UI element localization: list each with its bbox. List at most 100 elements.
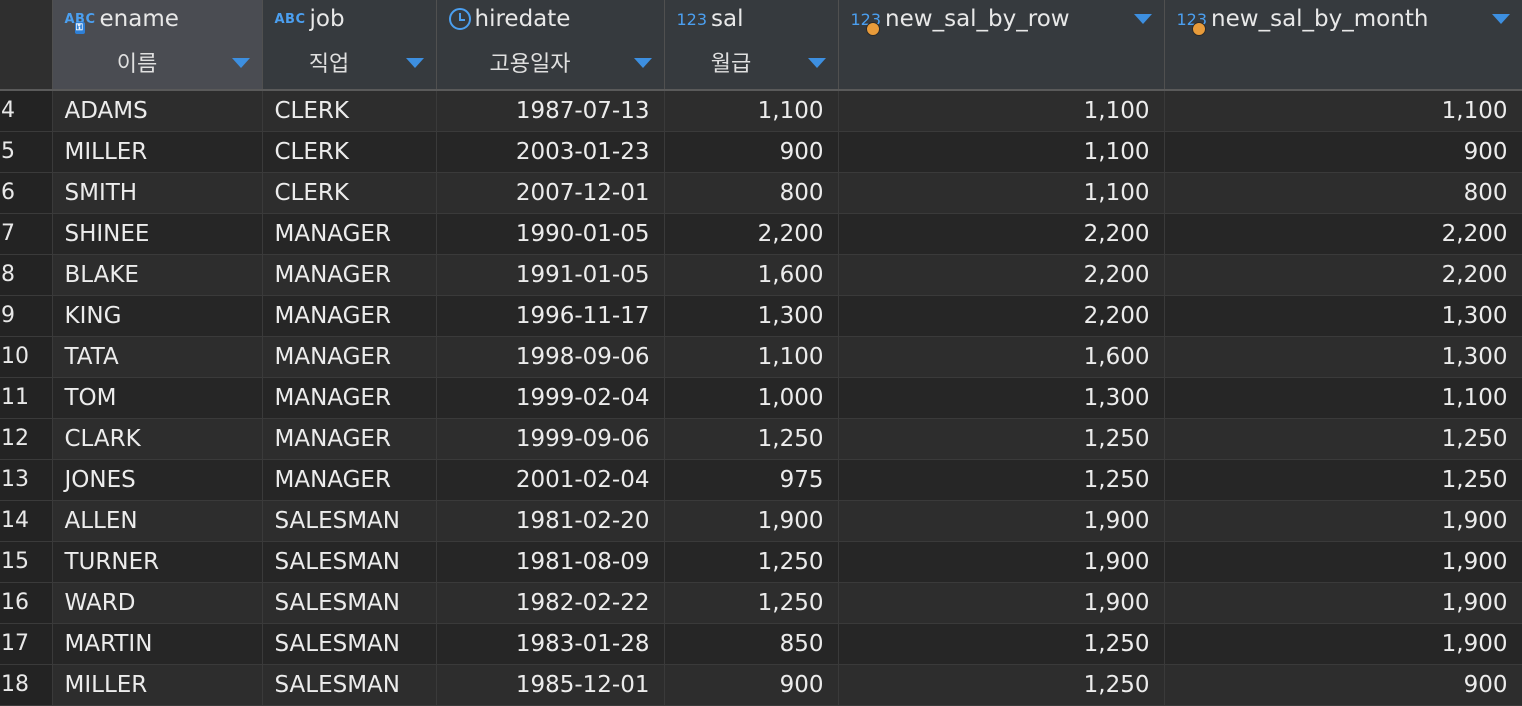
cell-sal[interactable]: 1,300 [664, 295, 839, 337]
cell-new-sal-by-row[interactable]: 1,900 [838, 500, 1165, 542]
cell-job[interactable]: MANAGER [262, 377, 437, 419]
table-row[interactable]: 9 KING MANAGER 1996-11-17 1,300 2,200 1,300 [0, 295, 1522, 337]
cell-job[interactable]: MANAGER [262, 418, 437, 460]
row-number-cell[interactable]: 9 [0, 295, 53, 337]
row-number-cell[interactable]: 15 [0, 541, 53, 583]
cell-sal[interactable]: 1,250 [664, 582, 839, 624]
cell-sal[interactable]: 1,100 [664, 90, 839, 132]
cell-new-sal-by-month[interactable]: 1,100 [1164, 377, 1522, 419]
row-number-cell[interactable]: 10 [0, 336, 53, 378]
row-number-cell[interactable]: 8 [0, 254, 53, 296]
table-row[interactable]: 6 SMITH CLERK 2007-12-01 800 1,100 800 [0, 172, 1522, 214]
table-row[interactable]: 13 JONES MANAGER 2001-02-04 975 1,250 1,250 [0, 459, 1522, 501]
cell-ename[interactable]: ALLEN [52, 500, 263, 542]
cell-hiredate[interactable]: 1998-09-06 [436, 336, 665, 378]
cell-new-sal-by-row[interactable]: 2,200 [838, 295, 1165, 337]
cell-new-sal-by-month[interactable]: 2,200 [1164, 254, 1522, 296]
cell-ename[interactable]: MILLER [52, 131, 263, 173]
cell-hiredate[interactable]: 2003-01-23 [436, 131, 665, 173]
cell-new-sal-by-row[interactable]: 1,250 [838, 664, 1165, 706]
cell-ename[interactable]: WARD [52, 582, 263, 624]
cell-new-sal-by-month[interactable]: 1,250 [1164, 418, 1522, 460]
table-row[interactable]: 16 WARD SALESMAN 1982-02-22 1,250 1,900 1,900 [0, 582, 1522, 624]
cell-hiredate[interactable]: 1999-09-06 [436, 418, 665, 460]
row-number-cell[interactable]: 16 [0, 582, 53, 624]
cell-new-sal-by-month[interactable]: 1,300 [1164, 336, 1522, 378]
table-row[interactable]: 14 ALLEN SALESMAN 1981-02-20 1,900 1,900 1,900 [0, 500, 1522, 542]
cell-new-sal-by-row[interactable]: 1,250 [838, 459, 1165, 501]
sort-dropdown-icon[interactable] [807, 58, 826, 68]
column-header-job[interactable]: ABC job 직업 [262, 0, 437, 91]
cell-new-sal-by-row[interactable]: 2,200 [838, 213, 1165, 255]
cell-ename[interactable]: MILLER [52, 664, 263, 706]
column-header-ename[interactable]: ABC ⚿ ename 이름 [52, 0, 263, 91]
cell-job[interactable]: MANAGER [262, 295, 437, 337]
cell-sal[interactable]: 1,600 [664, 254, 839, 296]
cell-sal[interactable]: 1,250 [664, 418, 839, 460]
cell-ename[interactable]: JONES [52, 459, 263, 501]
row-number-cell[interactable]: 18 [0, 664, 53, 706]
cell-ename[interactable]: BLAKE [52, 254, 263, 296]
cell-new-sal-by-month[interactable]: 900 [1164, 664, 1522, 706]
row-number-cell[interactable]: 12 [0, 418, 53, 460]
table-row[interactable]: 11 TOM MANAGER 1999-02-04 1,000 1,300 1,100 [0, 377, 1522, 419]
cell-job[interactable]: CLERK [262, 90, 437, 132]
table-row[interactable]: 18 MILLER SALESMAN 1985-12-01 900 1,250 900 [0, 664, 1522, 706]
cell-sal[interactable]: 2,200 [664, 213, 839, 255]
row-number-cell[interactable]: 4 [0, 90, 53, 132]
cell-ename[interactable]: TURNER [52, 541, 263, 583]
table-row[interactable]: 17 MARTIN SALESMAN 1983-01-28 850 1,250 1,900 [0, 623, 1522, 665]
cell-job[interactable]: MANAGER [262, 336, 437, 378]
cell-sal[interactable]: 900 [664, 664, 839, 706]
cell-ename[interactable]: KING [52, 295, 263, 337]
cell-job[interactable]: SALESMAN [262, 582, 437, 624]
row-number-cell[interactable]: 14 [0, 500, 53, 542]
sort-dropdown-icon[interactable] [231, 58, 250, 68]
cell-job[interactable]: MANAGER [262, 213, 437, 255]
cell-new-sal-by-month[interactable]: 1,900 [1164, 582, 1522, 624]
cell-sal[interactable]: 900 [664, 131, 839, 173]
cell-new-sal-by-month[interactable]: 1,900 [1164, 541, 1522, 583]
cell-hiredate[interactable]: 1981-08-09 [436, 541, 665, 583]
table-row[interactable]: 4 ADAMS CLERK 1987-07-13 1,100 1,100 1,100 [0, 90, 1522, 132]
cell-new-sal-by-month[interactable]: 800 [1164, 172, 1522, 214]
row-number-cell[interactable]: 11 [0, 377, 53, 419]
cell-hiredate[interactable]: 1983-01-28 [436, 623, 665, 665]
column-header-new-sal-by-month[interactable]: 123 new_sal_by_month [1164, 0, 1522, 91]
cell-job[interactable]: SALESMAN [262, 623, 437, 665]
cell-hiredate[interactable]: 1999-02-04 [436, 377, 665, 419]
cell-hiredate[interactable]: 1987-07-13 [436, 90, 665, 132]
table-row[interactable]: 10 TATA MANAGER 1998-09-06 1,100 1,600 1,300 [0, 336, 1522, 378]
cell-new-sal-by-month[interactable]: 2,200 [1164, 213, 1522, 255]
cell-sal[interactable]: 850 [664, 623, 839, 665]
column-header-hiredate[interactable]: hiredate 고용일자 [436, 0, 665, 91]
cell-new-sal-by-row[interactable]: 1,300 [838, 377, 1165, 419]
cell-hiredate[interactable]: 1990-01-05 [436, 213, 665, 255]
cell-new-sal-by-row[interactable]: 1,100 [838, 131, 1165, 173]
table-row[interactable]: 12 CLARK MANAGER 1999-09-06 1,250 1,250 1,250 [0, 418, 1522, 460]
cell-hiredate[interactable]: 1991-01-05 [436, 254, 665, 296]
cell-job[interactable]: SALESMAN [262, 500, 437, 542]
cell-ename[interactable]: ADAMS [52, 90, 263, 132]
cell-new-sal-by-month[interactable]: 900 [1164, 131, 1522, 173]
cell-new-sal-by-month[interactable]: 1,900 [1164, 623, 1522, 665]
sort-dropdown-icon[interactable] [1491, 14, 1510, 24]
row-number-cell[interactable]: 13 [0, 459, 53, 501]
cell-new-sal-by-row[interactable]: 1,900 [838, 582, 1165, 624]
cell-new-sal-by-row[interactable]: 1,100 [838, 90, 1165, 132]
sort-dropdown-icon[interactable] [405, 58, 424, 68]
row-number-header[interactable] [0, 0, 53, 91]
cell-sal[interactable]: 975 [664, 459, 839, 501]
cell-hiredate[interactable]: 2007-12-01 [436, 172, 665, 214]
table-row[interactable]: 15 TURNER SALESMAN 1981-08-09 1,250 1,900 1,90… [0, 541, 1522, 583]
cell-new-sal-by-row[interactable]: 1,100 [838, 172, 1165, 214]
cell-sal[interactable]: 1,900 [664, 500, 839, 542]
row-number-cell[interactable]: 5 [0, 131, 53, 173]
cell-ename[interactable]: SMITH [52, 172, 263, 214]
column-header-new-sal-by-row[interactable]: 123 new_sal_by_row [838, 0, 1165, 91]
cell-ename[interactable]: MARTIN [52, 623, 263, 665]
cell-new-sal-by-row[interactable]: 1,600 [838, 336, 1165, 378]
cell-new-sal-by-month[interactable]: 1,250 [1164, 459, 1522, 501]
cell-hiredate[interactable]: 1996-11-17 [436, 295, 665, 337]
cell-job[interactable]: SALESMAN [262, 541, 437, 583]
